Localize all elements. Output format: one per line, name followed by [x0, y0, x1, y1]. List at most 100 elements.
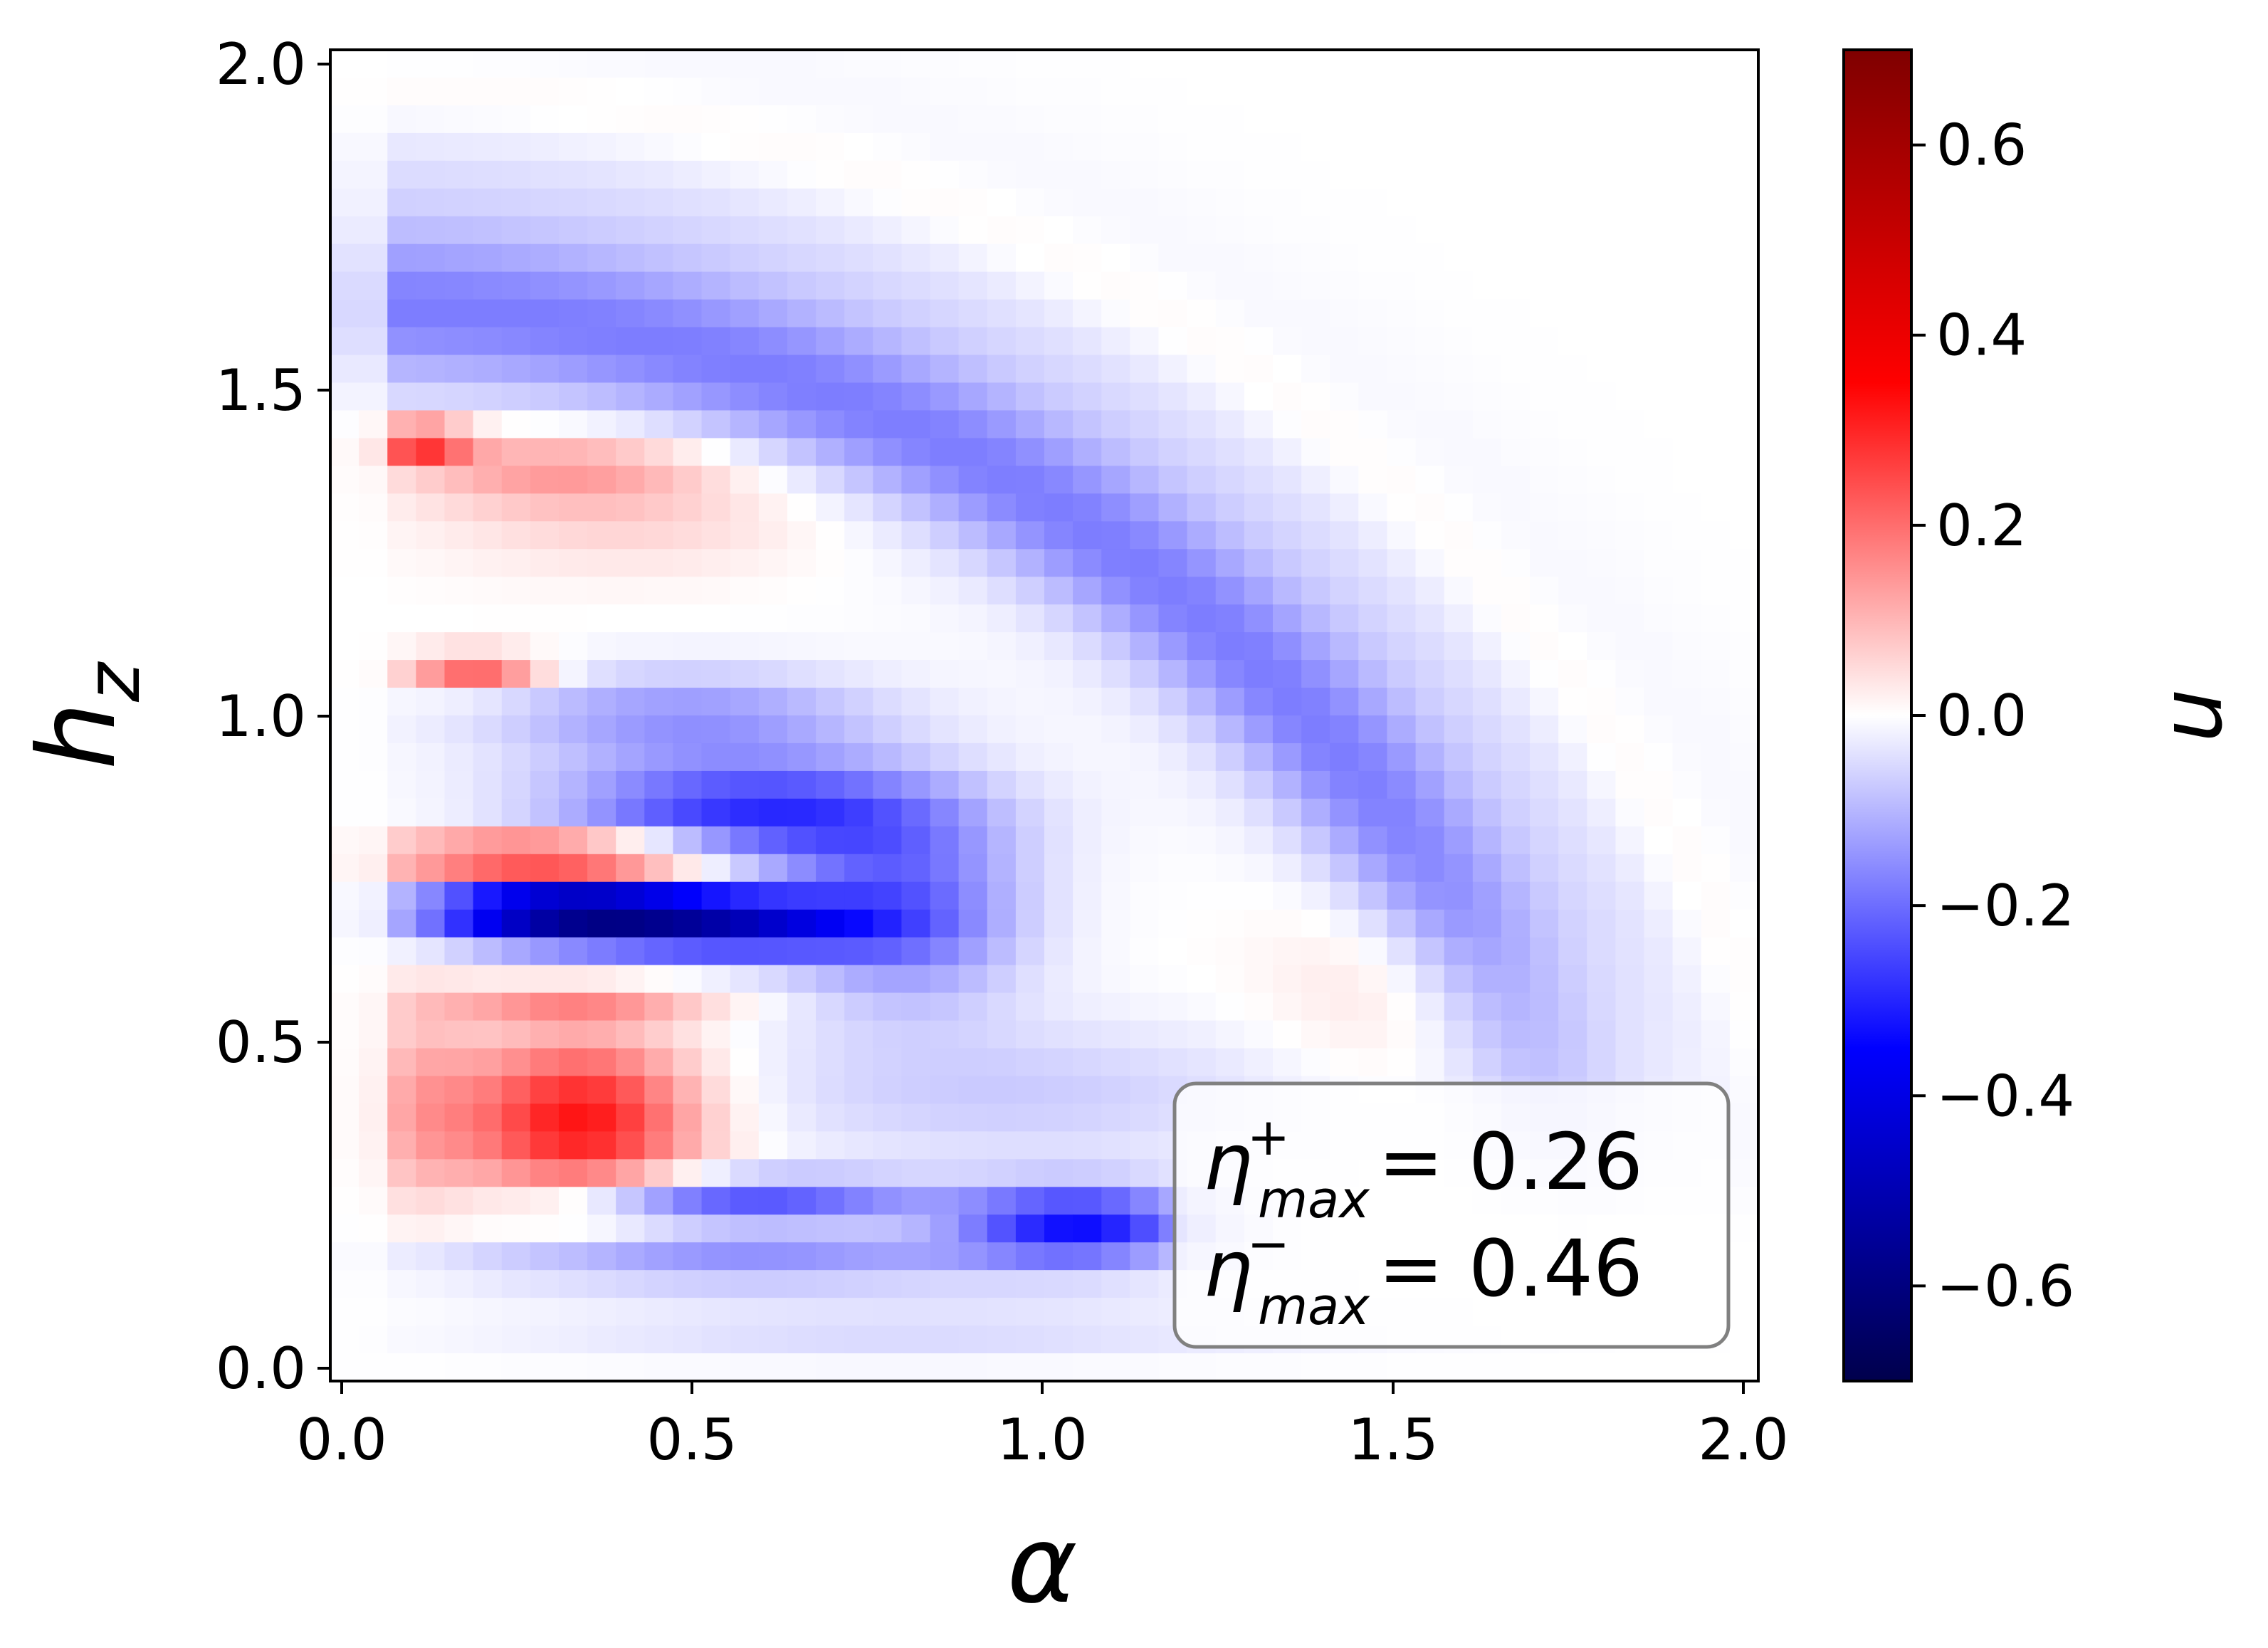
heatmap-cell: [1701, 604, 1731, 633]
heatmap-cell: [987, 826, 1017, 855]
heatmap-cell: [987, 493, 1017, 523]
heatmap-cell: [1244, 854, 1274, 883]
heatmap-cell: [387, 577, 417, 605]
heatmap-cell: [387, 1187, 417, 1216]
heatmap-cell: [530, 742, 560, 772]
heatmap-cell: [701, 271, 731, 300]
heatmap-cell: [816, 271, 845, 300]
heatmap-cell: [901, 715, 931, 744]
heatmap-cell: [987, 1187, 1017, 1216]
heatmap-cell: [1215, 132, 1245, 162]
heatmap-cell: [787, 1103, 817, 1133]
heatmap-cell: [1387, 438, 1417, 467]
heatmap-cell: [501, 688, 531, 716]
heatmap-cell: [1015, 77, 1045, 106]
heatmap-cell: [330, 909, 359, 938]
heatmap-cell: [1130, 1214, 1160, 1244]
heatmap-cell: [844, 188, 874, 217]
heatmap-cell: [1701, 188, 1731, 217]
heatmap-cell: [1044, 216, 1073, 245]
heatmap-cell: [416, 243, 446, 273]
heatmap-cell: [1101, 826, 1131, 855]
heatmap-cell: [359, 854, 389, 883]
heatmap-cell: [673, 742, 703, 772]
heatmap-cell: [901, 1214, 931, 1244]
heatmap-cell: [1158, 105, 1188, 134]
heatmap-cell: [844, 216, 874, 245]
heatmap-cell: [1501, 660, 1531, 688]
heatmap-cell: [558, 1187, 588, 1216]
heatmap-cell: [873, 1298, 903, 1326]
heatmap-cell: [1415, 826, 1445, 855]
heatmap-cell: [644, 1214, 674, 1244]
heatmap-cell: [330, 271, 359, 300]
heatmap-cell: [901, 1103, 931, 1133]
heatmap-cell: [930, 798, 960, 827]
heatmap-cell: [1215, 688, 1245, 716]
heatmap-cell: [701, 965, 731, 994]
heatmap-cell: [816, 521, 845, 550]
heatmap-cell: [673, 355, 703, 384]
heatmap-cell: [1472, 881, 1502, 910]
heatmap-cell: [1530, 327, 1559, 356]
heatmap-cell: [1158, 216, 1188, 245]
heatmap-cell: [1701, 688, 1731, 716]
heatmap-cell: [501, 271, 531, 300]
heatmap-cell: [444, 1103, 474, 1133]
heatmap-cell: [644, 77, 674, 106]
heatmap-cell: [758, 132, 788, 162]
heatmap-cell: [787, 382, 817, 411]
heatmap-cell: [873, 50, 903, 78]
heatmap-cell: [1073, 992, 1103, 1022]
heatmap-cell: [1330, 1353, 1360, 1382]
heatmap-cell: [616, 466, 646, 495]
heatmap-cell: [530, 382, 560, 411]
x-tick-label: 1.5: [1348, 1407, 1438, 1473]
heatmap-cell: [1444, 770, 1474, 799]
heatmap-cell: [644, 355, 674, 384]
heatmap-cell: [501, 770, 531, 799]
heatmap-cell: [444, 1298, 474, 1326]
heatmap-cell: [1044, 132, 1073, 162]
heatmap-cell: [587, 1159, 616, 1188]
heatmap-cell: [644, 881, 674, 910]
heatmap-cell: [387, 632, 417, 661]
heatmap-cell: [1130, 826, 1160, 855]
heatmap-cell: [758, 965, 788, 994]
heatmap-cell: [987, 521, 1017, 550]
heatmap-cell: [930, 50, 960, 78]
heatmap-cell: [1615, 798, 1645, 827]
heatmap-cell: [1101, 355, 1131, 384]
heatmap-cell: [1073, 604, 1103, 633]
heatmap-cell: [330, 132, 359, 162]
heatmap-cell: [1530, 826, 1559, 855]
heatmap-cell: [1615, 909, 1645, 938]
heatmap-cell: [1358, 299, 1388, 328]
heatmap-cell: [844, 271, 874, 300]
heatmap-cell: [587, 160, 616, 189]
heatmap-cell: [930, 493, 960, 523]
heatmap-cell: [1615, 466, 1645, 495]
heatmap-cell: [1472, 770, 1502, 799]
heatmap-cell: [1244, 493, 1274, 523]
heatmap-cell: [873, 438, 903, 467]
heatmap-cell: [1330, 382, 1360, 411]
heatmap-cell: [616, 1103, 646, 1133]
heatmap-cell: [1472, 438, 1502, 467]
heatmap-cell: [616, 632, 646, 661]
heatmap-cell: [930, 992, 960, 1022]
heatmap-cell: [1101, 770, 1131, 799]
heatmap-cell: [1158, 604, 1188, 633]
heatmap-cell: [1330, 355, 1360, 384]
heatmap-cell: [1415, 105, 1445, 134]
heatmap-cell: [330, 1020, 359, 1049]
heatmap-cell: [359, 881, 389, 910]
heatmap-cell: [730, 132, 760, 162]
heatmap-cell: [1415, 521, 1445, 550]
heatmap-cell: [1101, 688, 1131, 716]
heatmap-cell: [1644, 854, 1674, 883]
heatmap-cell: [673, 160, 703, 189]
heatmap-cell: [1073, 132, 1103, 162]
heatmap-cell: [416, 798, 446, 827]
heatmap-cell: [787, 299, 817, 328]
